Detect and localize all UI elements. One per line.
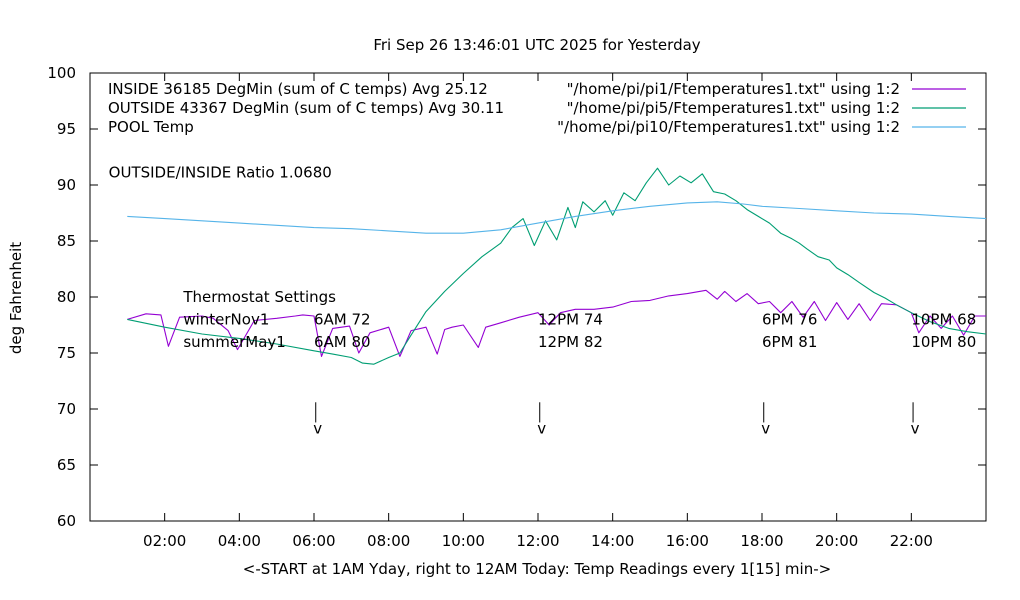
- series-line-3: [127, 201, 987, 234]
- annotation-text: summerMay1: [183, 333, 285, 351]
- annotation-text: 6AM 72: [314, 310, 371, 328]
- x-axis-label: <-START at 1AM Yday, right to 12AM Today…: [243, 560, 831, 578]
- marker-label: v: [911, 420, 920, 438]
- x-tick-label: 08:00: [367, 532, 410, 550]
- y-tick-label: 90: [57, 176, 76, 194]
- annotation-text: Thermostat Settings: [182, 288, 336, 306]
- y-axis-label: deg Fahrenheit: [7, 242, 25, 354]
- y-tick-label: 85: [57, 232, 76, 250]
- x-tick-label: 06:00: [292, 532, 335, 550]
- y-tick-label: 70: [57, 400, 76, 418]
- x-tick-label: 14:00: [591, 532, 634, 550]
- x-tick-label: 16:00: [666, 532, 709, 550]
- annotation-text: 6PM 76: [762, 310, 817, 328]
- legend-entry-name: POOL Temp: [108, 118, 194, 136]
- legend-entry-source: "/home/pi/pi5/Ftemperatures1.txt" using …: [567, 99, 900, 117]
- series-line-1: [127, 289, 986, 357]
- y-tick-label: 65: [57, 456, 76, 474]
- legend-entry-name: OUTSIDE 43367 DegMin (sum of C temps) Av…: [108, 99, 504, 117]
- legend: INSIDE 36185 DegMin (sum of C temps) Avg…: [108, 80, 966, 136]
- series-line-2: [127, 167, 987, 365]
- y-tick-label: 75: [57, 344, 76, 362]
- axis-ticks: 60 65 70 75 80 85 90 95 100 02:00 04:00 06:00 08:00 1…: [47, 64, 986, 550]
- annotation-text: winterNov1: [183, 310, 269, 328]
- marker-label: v: [761, 420, 770, 438]
- y-tick-label: 80: [57, 288, 76, 306]
- y-tick-label: 95: [57, 120, 76, 138]
- x-tick-label: 20:00: [815, 532, 858, 550]
- x-tick-label: 12:00: [516, 532, 559, 550]
- annotation-text: OUTSIDE/INSIDE Ratio 1.0680: [109, 164, 332, 182]
- series-layer: [127, 167, 987, 365]
- y-tick-label: 100: [47, 64, 76, 82]
- x-tick-label: 02:00: [143, 532, 186, 550]
- annotation-text: 12PM 74: [538, 310, 603, 328]
- annotation-text: 10PM 68: [911, 310, 976, 328]
- legend-entry-name: INSIDE 36185 DegMin (sum of C temps) Avg…: [108, 80, 488, 98]
- y-tick-label: 60: [57, 512, 76, 530]
- annotation-text: 6AM 80: [314, 333, 371, 351]
- chart-title: Fri Sep 26 13:46:01 UTC 2025 for Yesterd…: [373, 36, 700, 54]
- annotation-layer: OUTSIDE/INSIDE Ratio 1.0680 Thermostat Se…: [109, 164, 977, 438]
- marker-label: v: [313, 420, 322, 438]
- annotation-text: 12PM 82: [538, 333, 603, 351]
- legend-entry-source: "/home/pi/pi1/Ftemperatures1.txt" using …: [567, 80, 900, 98]
- x-tick-label: 22:00: [890, 532, 933, 550]
- legend-entry-source: "/home/pi/pi10/Ftemperatures1.txt" using…: [557, 118, 900, 136]
- marker-label: v: [537, 420, 546, 438]
- x-tick-label: 04:00: [218, 532, 261, 550]
- annotation-text: 10PM 80: [911, 333, 976, 351]
- annotation-text: 6PM 81: [762, 333, 817, 351]
- x-tick-label: 10:00: [442, 532, 485, 550]
- x-tick-label: 18:00: [740, 532, 783, 550]
